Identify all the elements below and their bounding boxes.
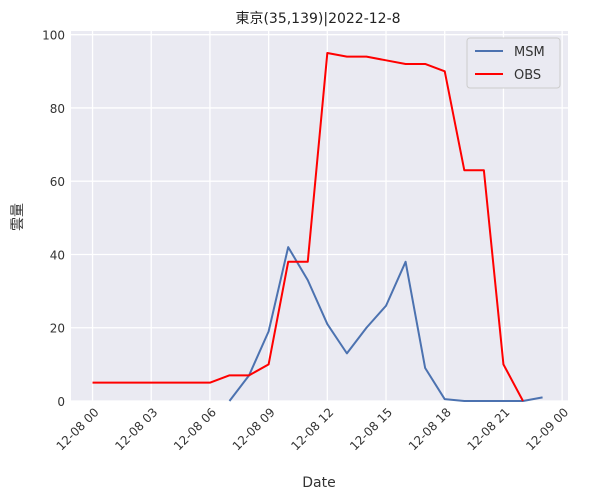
y-tick-label: 80 [50, 102, 65, 116]
y-axis-label: 雲量 [10, 203, 26, 231]
legend-label-msm: MSM [514, 45, 545, 60]
y-axis: 0 20 40 60 80 100 [42, 29, 65, 409]
x-axis-label: Date [302, 475, 335, 491]
x-tick-label: 12-08 06 [171, 405, 219, 453]
x-tick-label: 12-08 03 [112, 405, 160, 453]
legend-label-obs: OBS [514, 68, 541, 83]
series-group [92, 51, 543, 402]
legend: MSM OBS [466, 37, 561, 89]
x-tick-label: 12-08 00 [54, 405, 102, 453]
y-tick-label: 40 [50, 248, 65, 262]
y-tick-label: 20 [50, 322, 65, 336]
x-tick-label: 12-08 18 [406, 405, 454, 453]
y-tick-label: 60 [50, 175, 65, 189]
x-tick-label: 12-08 09 [230, 405, 278, 453]
x-tick-label: 12-08 15 [347, 405, 395, 453]
x-tick-label: 12-09 00 [523, 405, 571, 453]
plot-area [71, 31, 568, 401]
x-tick-label: 12-08 21 [465, 405, 513, 453]
x-tick-label: 12-08 12 [288, 405, 336, 453]
y-tick-label: 100 [42, 29, 65, 43]
y-tick-label: 0 [57, 395, 65, 409]
chart-title: 東京(35,139)|2022-12-8 [235, 11, 400, 27]
grid [71, 31, 568, 402]
x-axis: 12-08 00 12-08 03 12-08 06 12-08 09 12-08 12… [54, 405, 572, 453]
